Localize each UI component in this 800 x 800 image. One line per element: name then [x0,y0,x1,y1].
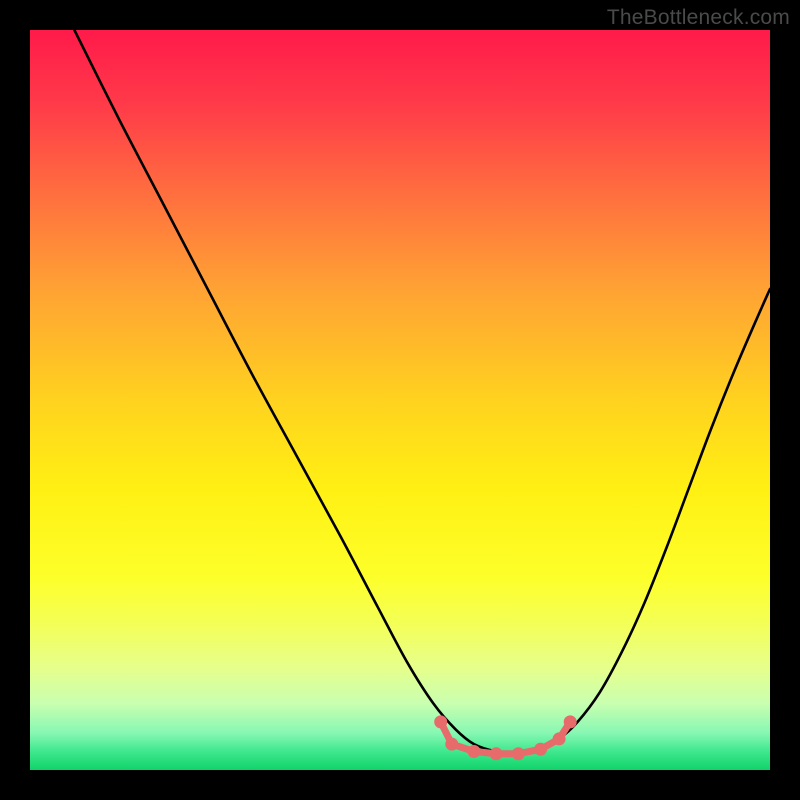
plot-area [30,30,770,770]
marker-dot [553,732,566,745]
marker-dot [564,715,577,728]
bottleneck-chart [30,30,770,770]
marker-dot [534,743,547,756]
marker-dot [490,747,503,760]
marker-dot [468,745,481,758]
marker-dot [445,738,458,751]
marker-dot [512,747,525,760]
marker-dot [434,715,447,728]
watermark-label: TheBottleneck.com [607,6,790,30]
gradient-background [30,30,770,770]
